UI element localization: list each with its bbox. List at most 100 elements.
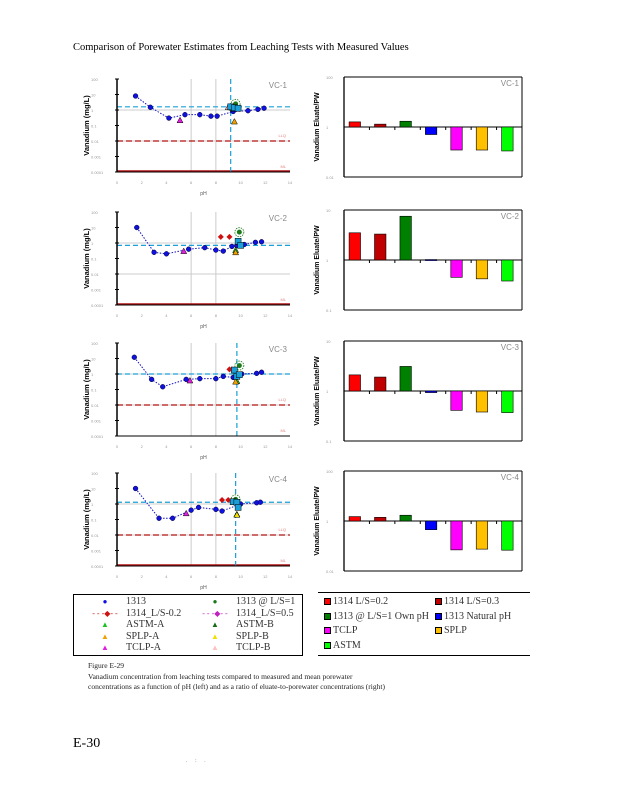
- ph-chart-vc-3: LLQ ML 0.0001 0.001 0.01 0.1 1 10 100 0 2 4 6 8 10 12 14…: [82, 341, 293, 461]
- y-axis-label: Vanadium Eluate/PW: [314, 225, 321, 295]
- data-point-1313: [208, 113, 214, 119]
- legend-label: 1313 Natural pH: [444, 610, 512, 622]
- legend-label: SPLP-A: [126, 630, 160, 642]
- data-point-tclp-a: [182, 509, 190, 517]
- x-tick-label: 4: [165, 180, 168, 185]
- x-axis-label: pH: [200, 191, 207, 197]
- ph-chart-vc-2: ML 0.0001 0.001 0.01 0.1 1 10 100 0 2 4 6 8 10 12 14 pH V…: [82, 210, 293, 330]
- bar-1313-l-s-1-own-ph: [399, 215, 412, 261]
- x-axis-label: pH: [200, 585, 207, 591]
- x-tick-label: 6: [190, 180, 193, 185]
- ratio-chart-vc-1: 0.01 1 100 Vanadium Eluate/PW VC-1: [314, 75, 523, 180]
- y-tick-label: 0.001: [91, 288, 102, 293]
- y-tick-label: 10: [91, 357, 96, 362]
- ph-chart-vc-1: LLQ ML 0.0001 0.001 0.01 0.1 1 10 100 0 2 4 6 8 10 12 14…: [82, 77, 293, 197]
- data-point-splp-a: [232, 248, 240, 256]
- legend-item: 1314 L/S=0.2: [324, 596, 388, 608]
- chart-panel-title: VC-3: [501, 343, 520, 352]
- bar-splp: [475, 126, 488, 151]
- y-tick-label: 0.1: [91, 124, 97, 129]
- legend-swatch-icon: [324, 612, 331, 620]
- data-point-1313: [188, 507, 194, 513]
- y-tick-label: 100: [326, 469, 333, 474]
- x-tick-label: 4: [165, 313, 168, 318]
- triangle-marker-icon: ▲: [101, 620, 109, 629]
- data-point-1314: [219, 497, 226, 504]
- legend-label: 1313 @ L/S=1: [236, 596, 296, 607]
- chart-panel-title: VC-2: [269, 214, 288, 223]
- data-point-splp-a: [232, 378, 240, 385]
- bar-splp: [475, 259, 488, 280]
- triangle-marker-icon: ▲: [101, 643, 109, 652]
- x-tick-label: 10: [238, 180, 243, 185]
- bar-1314-l-s-0-3: [374, 517, 387, 522]
- y-tick-label: 100: [326, 75, 333, 80]
- triangle-marker-icon: ▲: [101, 631, 109, 641]
- y-tick-label: 1: [91, 502, 94, 507]
- y-axis-label: Vanadium (mg/L): [82, 228, 91, 289]
- bar-tclp: [450, 126, 463, 151]
- x-tick-label: 10: [238, 444, 243, 449]
- chart-panel-title: VC-1: [501, 79, 520, 88]
- data-point-1313: [213, 506, 219, 513]
- y-axis-label: Vanadium (mg/L): [82, 489, 91, 550]
- y-tick-label: 10: [91, 226, 96, 231]
- x-tick-label: 14: [288, 180, 293, 185]
- ml-label: ML: [280, 164, 286, 169]
- data-point-1313: [147, 104, 154, 110]
- legend-label: ASTM-A: [126, 619, 165, 630]
- y-axis-label: Vanadium Eluate/PW: [314, 486, 321, 556]
- data-point-1313: [132, 485, 139, 492]
- footer-marks: . : .: [186, 758, 209, 764]
- legend-item: ● 1313: [84, 596, 146, 608]
- y-tick-label: 10: [91, 487, 96, 492]
- data-point-1313: [245, 108, 251, 114]
- y-tick-label: 1: [91, 241, 94, 246]
- diamond-marker-icon: - - -◆- -: [92, 608, 118, 618]
- legend-label: 1313 @ L/S=1 Own pH: [333, 610, 429, 622]
- y-tick-label: 10: [326, 208, 331, 213]
- data-point-1313: [213, 376, 219, 382]
- data-point-1313: [156, 515, 162, 521]
- legend-label: 1313: [126, 596, 146, 607]
- y-tick-label: 0.001: [91, 155, 102, 160]
- x-tick-label: 12: [263, 444, 268, 449]
- bar-splp: [475, 520, 488, 550]
- y-tick-label: 100: [91, 341, 98, 346]
- y-tick-label: 0.0001: [91, 170, 104, 175]
- data-point-1313: [132, 93, 139, 99]
- y-tick-label: 0.1: [91, 518, 97, 523]
- data-point-1313: [255, 106, 261, 113]
- series-1313-line: [135, 488, 261, 519]
- bar-astm: [501, 390, 514, 413]
- legend-item: - - -◆- - 1314_L/S=0.5: [194, 608, 293, 620]
- data-point-1313: [163, 251, 170, 257]
- x-tick-label: 14: [288, 444, 293, 449]
- data-point-1313: [182, 112, 188, 118]
- ratio-chart-vc-4: 0.01 1 100 Vanadium Eluate/PW VC-4: [314, 469, 523, 574]
- data-point-1313: [202, 245, 208, 251]
- legend-label: TCLP-B: [236, 642, 271, 653]
- y-axis-label: Vanadium (mg/L): [82, 95, 91, 156]
- x-tick-label: 10: [238, 313, 243, 318]
- bar-tclp: [450, 520, 463, 551]
- llq-label: LLQ: [278, 133, 286, 138]
- y-tick-label: 100: [91, 77, 98, 82]
- legend-item: ● 1313 @ L/S=1: [194, 596, 296, 608]
- x-tick-label: 2: [141, 313, 144, 318]
- data-point-tclp-a: [186, 376, 194, 384]
- legend-item: ▲ SPLP-B: [194, 631, 269, 643]
- y-tick-label: 1: [91, 108, 94, 113]
- y-tick-label: 0.0001: [91, 434, 104, 439]
- ml-label: ML: [280, 297, 286, 302]
- chart-panel-title: VC-3: [269, 345, 288, 354]
- bar-1314-l-s-0-2: [348, 121, 361, 128]
- x-axis-label: pH: [200, 324, 207, 330]
- bar-1313-natural-ph: [425, 126, 438, 135]
- legend-label: 1314_L/S-0.2: [126, 607, 182, 619]
- data-point-1313: [261, 105, 267, 111]
- bar-1314-l-s-0-2: [348, 232, 361, 261]
- y-tick-label: 0.1: [91, 388, 97, 393]
- x-tick-label: 6: [190, 313, 193, 318]
